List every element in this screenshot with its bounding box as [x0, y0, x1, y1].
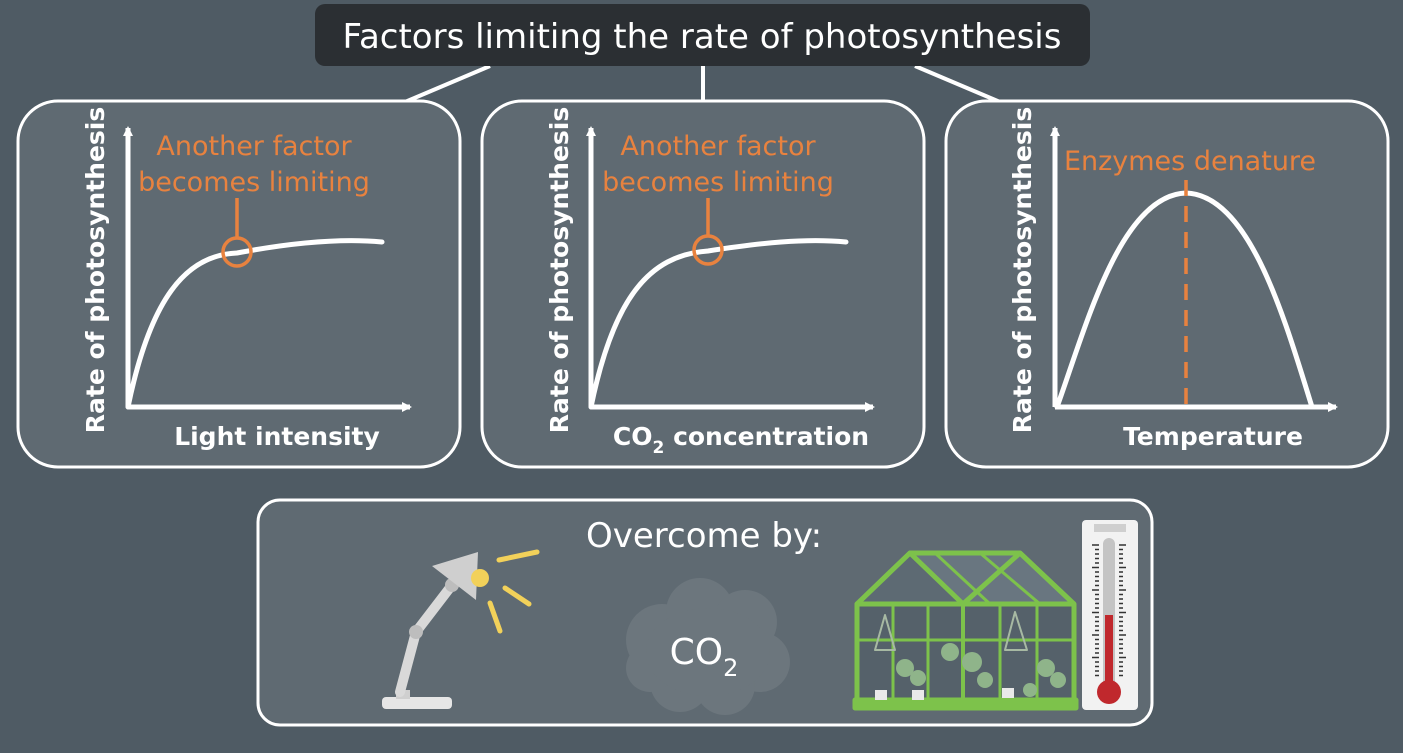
x-axis-label: Light intensity	[174, 422, 380, 451]
y-axis-label: Rate of photosynthesis	[1008, 107, 1037, 434]
page-title: Factors limiting the rate of photosynthe…	[343, 17, 1062, 57]
saturation-curve	[588, 238, 849, 410]
overcome-panel: Overcome by:	[256, 498, 1154, 727]
co2-label: CO2	[670, 632, 739, 682]
annotation-label: Enzymes denature	[1064, 146, 1316, 177]
annotation-line-2: becomes limiting	[138, 167, 370, 198]
y-axis-label: Rate of photosynthesis	[545, 107, 574, 434]
title-connectors	[404, 64, 1001, 104]
panel-temperature: Enzymes denature Rate of photosynthesis …	[944, 99, 1390, 469]
annotation-line-1: Another factor	[156, 131, 352, 162]
x-axis-label: CO2 concentration	[613, 422, 869, 458]
co2-cloud-icon: CO2	[626, 578, 790, 715]
title-box: Factors limiting the rate of photosynthe…	[315, 4, 1090, 66]
desk-lamp-icon	[382, 549, 540, 709]
overcome-label: Overcome by:	[586, 516, 822, 556]
saturation-curve	[125, 238, 385, 410]
y-axis-label: Rate of photosynthesis	[81, 107, 110, 434]
thermometer-icon	[1082, 520, 1138, 710]
annotation-line-2: becomes limiting	[602, 167, 834, 198]
panel-light-intensity: Another factor becomes limiting Rate of …	[16, 99, 462, 469]
greenhouse-icon	[852, 550, 1079, 711]
annotation-line-1: Another factor	[620, 131, 816, 162]
panel-co2-concentration: Another factor becomes limiting Rate of …	[480, 99, 926, 469]
x-axis-label: Temperature	[1123, 422, 1303, 451]
